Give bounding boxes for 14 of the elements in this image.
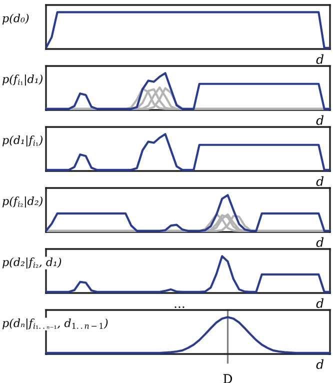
x-axis-title: d <box>316 176 324 186</box>
y-axis-title: p(f$_{i₁}$|d₁) <box>2 74 42 86</box>
y-axis-title: p(d₁|f$_{i₁}$) <box>2 135 42 147</box>
y-axis-title: p(dₙ|f$_{i₁..ₙ₋₁}$, d$_{1..n−1}$) <box>2 318 108 330</box>
x-axis-title: d <box>316 237 324 247</box>
x-axis-title: d <box>316 115 324 125</box>
y-axis-title: p(d₀) <box>2 14 29 24</box>
y-axis-title: p(d₂|f$_{i₂}$, d₁) <box>2 257 62 269</box>
text: D <box>223 374 232 383</box>
x-axis-title: d <box>316 359 324 369</box>
x-axis-title: d <box>316 298 324 308</box>
y-axis-title: p(f$_{i₂}$|d₂) <box>2 196 42 208</box>
x-axis-title: d <box>316 54 324 64</box>
text: ... <box>174 306 184 308</box>
